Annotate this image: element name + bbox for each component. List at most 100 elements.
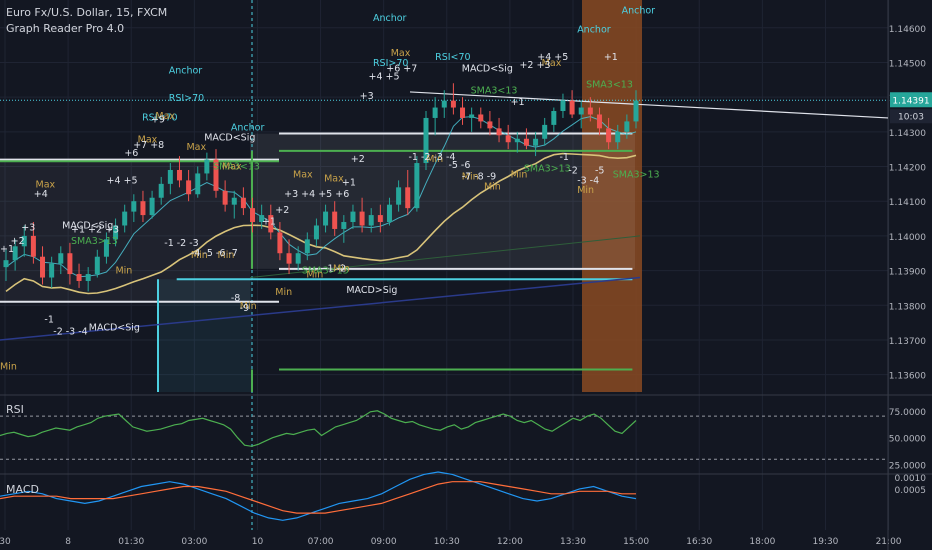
candle-body xyxy=(94,256,100,275)
candle-body xyxy=(113,225,119,240)
signal-label: -4 -5 -6 -7 xyxy=(191,248,238,259)
y-tick-label: 1.14100 xyxy=(889,198,926,208)
macd-series-line xyxy=(0,481,636,514)
x-tick-label: 03:00 xyxy=(181,537,207,547)
signal-label: Min xyxy=(484,181,501,192)
candle-body xyxy=(231,197,237,205)
signal-label: +2 xyxy=(275,205,289,216)
candle-body xyxy=(259,215,265,223)
signal-label: SMA3>13 xyxy=(613,170,660,181)
signal-label: SMA3>13 xyxy=(71,236,118,247)
y-tick-label: 1.14000 xyxy=(889,233,926,243)
candle-body xyxy=(377,215,383,223)
candle-body xyxy=(140,201,146,216)
signal-label: Max xyxy=(222,162,242,173)
signal-label: SMA3<13 xyxy=(213,162,260,173)
candle-body xyxy=(460,107,466,118)
candle-body xyxy=(213,159,219,191)
candle-body xyxy=(606,128,612,143)
signal-label: +3 xyxy=(21,222,35,233)
candle-body xyxy=(323,211,329,226)
session-highlight xyxy=(582,0,642,392)
signal-label: +4 +5 xyxy=(369,72,400,83)
signal-label: +4 +5 xyxy=(537,52,568,63)
signal-label: Anchor xyxy=(169,66,203,77)
candle-body xyxy=(633,100,639,122)
x-tick-label: 18:00 xyxy=(749,537,775,547)
y-tick-label: 1.13900 xyxy=(889,268,926,278)
signal-label: +1 xyxy=(604,52,618,63)
y-tick-label: 1.13800 xyxy=(889,302,926,312)
y-tick-label: 1.14600 xyxy=(889,25,926,35)
x-tick-label: 30 xyxy=(0,537,11,547)
signal-label: Max xyxy=(391,48,411,59)
signal-label: +9 xyxy=(151,115,165,126)
x-tick-label: 19:30 xyxy=(812,537,838,547)
x-tick-label: 13:30 xyxy=(560,537,586,547)
candle-body xyxy=(49,263,55,278)
range-box xyxy=(158,279,252,392)
signal-label: Anchor xyxy=(373,13,407,24)
candle-body xyxy=(176,169,182,181)
signal-label: +6 +7 xyxy=(386,64,417,75)
signal-label: MACD>Sig xyxy=(346,285,397,296)
candle-body xyxy=(195,173,201,195)
signal-label: -1 -2 -3 xyxy=(164,238,198,249)
candle-body xyxy=(186,180,192,195)
signal-label: Min xyxy=(577,185,594,196)
candle-body xyxy=(542,124,548,139)
signal-label: -3 -4 xyxy=(577,175,599,186)
candle-body xyxy=(350,211,356,223)
signal-label: SMA3>13 xyxy=(524,164,571,175)
candle-body xyxy=(478,114,484,122)
candle-body xyxy=(158,183,164,198)
candle-body xyxy=(441,100,447,108)
signal-label: Max xyxy=(542,58,562,69)
candle-body xyxy=(122,211,128,226)
macd-pane-label: MACD xyxy=(6,483,39,496)
time-tag-box xyxy=(890,109,932,124)
signal-label: Min xyxy=(426,154,443,165)
candle-body xyxy=(450,100,456,108)
candle-body xyxy=(523,138,529,146)
symbol-title: Euro Fx/U.S. Dollar, 15, FXCM xyxy=(6,6,168,19)
x-tick-label: 15:00 xyxy=(623,537,649,547)
candle-body xyxy=(58,253,64,264)
signal-label: Min xyxy=(462,172,479,183)
ma-mid-line xyxy=(249,235,641,279)
signal-label: RSI<70 xyxy=(142,113,177,124)
signal-label: Anchor xyxy=(622,6,656,17)
signal-label: -1 xyxy=(559,152,568,163)
candle-body xyxy=(250,208,256,223)
signal-label: Min xyxy=(0,362,17,373)
signal-label: -7 -8 -9 xyxy=(462,172,496,183)
signal-label: +1 xyxy=(262,217,276,228)
candle-body xyxy=(587,107,593,115)
candle-body xyxy=(505,135,511,143)
candle-body xyxy=(149,197,155,216)
x-tick-label: 21:00 xyxy=(876,537,902,547)
candle-body xyxy=(3,260,9,268)
signal-label: +4 +5 xyxy=(107,175,138,186)
signal-label: Min xyxy=(511,170,528,181)
signal-label: MACD<Sig xyxy=(89,322,140,333)
signal-label: +7 +8 xyxy=(133,140,164,151)
candle-body xyxy=(396,187,402,205)
signal-label: +1 xyxy=(342,177,356,188)
signal-label: +6 xyxy=(124,148,138,159)
signal-label: -8 xyxy=(231,293,240,304)
signal-label: Min xyxy=(240,301,257,312)
signal-label: Min xyxy=(275,287,292,298)
signal-label: Anchor xyxy=(577,25,611,36)
y-tick-label: 1.14300 xyxy=(889,129,926,139)
signal-label: MACD<Sig xyxy=(204,132,255,143)
signal-label: +2 xyxy=(351,154,365,165)
candle-body xyxy=(131,201,137,212)
candle-body xyxy=(167,169,173,184)
signal-label: -5 -6 xyxy=(448,160,470,171)
signal-label: +1 xyxy=(511,97,525,108)
signal-label: Min xyxy=(306,270,323,281)
x-tick-label: 10 xyxy=(252,537,264,547)
candle-body xyxy=(21,235,27,247)
